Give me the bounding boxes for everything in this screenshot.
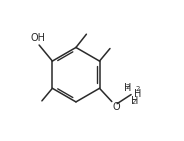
Text: H: H — [124, 83, 131, 93]
Text: H: H — [131, 96, 138, 106]
Text: OH: OH — [30, 33, 45, 43]
Text: 2: 2 — [131, 99, 135, 105]
Text: O: O — [112, 102, 120, 112]
Text: H: H — [134, 89, 141, 99]
Text: 2: 2 — [136, 85, 140, 92]
Text: 2: 2 — [126, 84, 130, 90]
